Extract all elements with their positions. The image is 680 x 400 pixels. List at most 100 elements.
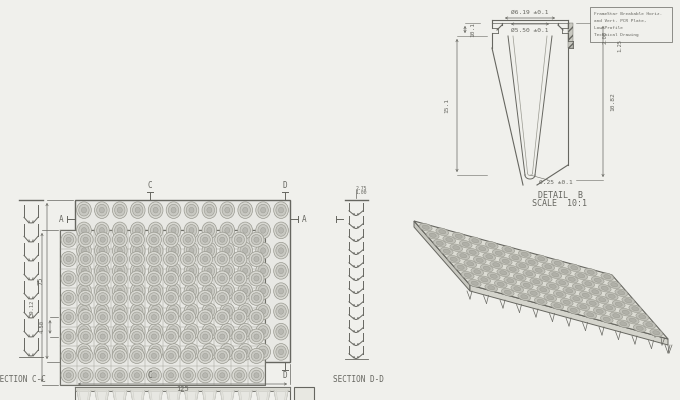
- Circle shape: [152, 256, 156, 262]
- Circle shape: [220, 353, 225, 358]
- Circle shape: [129, 252, 144, 266]
- Ellipse shape: [530, 278, 543, 286]
- Ellipse shape: [276, 346, 286, 358]
- Ellipse shape: [115, 265, 125, 277]
- Ellipse shape: [184, 202, 199, 218]
- Circle shape: [83, 353, 88, 358]
- Ellipse shape: [453, 246, 460, 250]
- Ellipse shape: [238, 222, 252, 239]
- Ellipse shape: [112, 242, 127, 259]
- Circle shape: [61, 252, 76, 266]
- Ellipse shape: [95, 344, 109, 360]
- Ellipse shape: [276, 204, 286, 216]
- Circle shape: [100, 353, 105, 358]
- Ellipse shape: [220, 202, 235, 218]
- Ellipse shape: [256, 202, 271, 218]
- Circle shape: [78, 252, 93, 266]
- Text: D: D: [283, 372, 288, 380]
- Circle shape: [186, 276, 190, 281]
- Ellipse shape: [507, 266, 519, 273]
- Ellipse shape: [258, 224, 269, 236]
- Ellipse shape: [97, 346, 107, 358]
- Ellipse shape: [551, 273, 559, 277]
- Ellipse shape: [483, 266, 490, 270]
- Polygon shape: [470, 285, 668, 345]
- Ellipse shape: [516, 262, 528, 270]
- Circle shape: [61, 271, 76, 286]
- Ellipse shape: [542, 276, 549, 280]
- Ellipse shape: [204, 245, 215, 256]
- Ellipse shape: [558, 268, 571, 275]
- Ellipse shape: [516, 275, 523, 279]
- Ellipse shape: [260, 329, 266, 334]
- Ellipse shape: [238, 283, 252, 300]
- Ellipse shape: [189, 228, 194, 233]
- Text: 4.50: 4.50: [39, 320, 44, 333]
- Ellipse shape: [222, 346, 233, 358]
- Circle shape: [183, 332, 193, 342]
- Ellipse shape: [169, 265, 179, 277]
- Ellipse shape: [240, 346, 250, 358]
- Circle shape: [132, 234, 142, 245]
- Circle shape: [186, 315, 190, 320]
- Text: Technical Drawing: Technical Drawing: [594, 33, 639, 37]
- Circle shape: [166, 370, 176, 380]
- Circle shape: [135, 276, 139, 281]
- Ellipse shape: [97, 306, 107, 317]
- Circle shape: [66, 276, 71, 281]
- Circle shape: [129, 232, 144, 247]
- Circle shape: [83, 373, 88, 378]
- Ellipse shape: [133, 224, 143, 236]
- Polygon shape: [113, 391, 126, 400]
- Ellipse shape: [115, 285, 125, 297]
- Ellipse shape: [171, 268, 176, 274]
- Ellipse shape: [148, 242, 163, 259]
- Ellipse shape: [544, 294, 557, 302]
- Ellipse shape: [115, 306, 125, 317]
- Ellipse shape: [77, 202, 91, 218]
- Ellipse shape: [112, 344, 127, 360]
- Circle shape: [254, 256, 259, 262]
- Bar: [294, 387, 314, 400]
- Ellipse shape: [150, 306, 161, 317]
- Circle shape: [152, 276, 156, 281]
- Ellipse shape: [222, 265, 233, 277]
- Ellipse shape: [256, 283, 271, 300]
- Circle shape: [186, 295, 190, 300]
- Polygon shape: [220, 391, 234, 400]
- Ellipse shape: [584, 311, 596, 318]
- Circle shape: [200, 293, 210, 303]
- Circle shape: [254, 295, 259, 300]
- Ellipse shape: [171, 349, 176, 355]
- Circle shape: [181, 271, 196, 286]
- Ellipse shape: [133, 346, 143, 358]
- Ellipse shape: [256, 323, 271, 340]
- Circle shape: [181, 329, 196, 344]
- Ellipse shape: [171, 308, 176, 314]
- Circle shape: [115, 234, 125, 245]
- Ellipse shape: [279, 308, 284, 314]
- Ellipse shape: [568, 277, 575, 281]
- Bar: [590, 7, 672, 42]
- Circle shape: [129, 310, 144, 325]
- Circle shape: [198, 368, 213, 383]
- Ellipse shape: [547, 296, 554, 300]
- Ellipse shape: [615, 302, 622, 306]
- Circle shape: [220, 276, 225, 281]
- Circle shape: [149, 254, 159, 264]
- Circle shape: [249, 329, 264, 344]
- Ellipse shape: [97, 224, 107, 236]
- Circle shape: [181, 290, 196, 305]
- Ellipse shape: [534, 298, 547, 305]
- Ellipse shape: [112, 323, 127, 340]
- Ellipse shape: [148, 283, 163, 300]
- Ellipse shape: [258, 265, 269, 277]
- Ellipse shape: [238, 303, 252, 320]
- Circle shape: [98, 370, 108, 380]
- Circle shape: [61, 348, 76, 364]
- Ellipse shape: [526, 258, 538, 266]
- Circle shape: [198, 329, 213, 344]
- Ellipse shape: [535, 255, 547, 262]
- Ellipse shape: [207, 228, 212, 233]
- Ellipse shape: [243, 248, 248, 254]
